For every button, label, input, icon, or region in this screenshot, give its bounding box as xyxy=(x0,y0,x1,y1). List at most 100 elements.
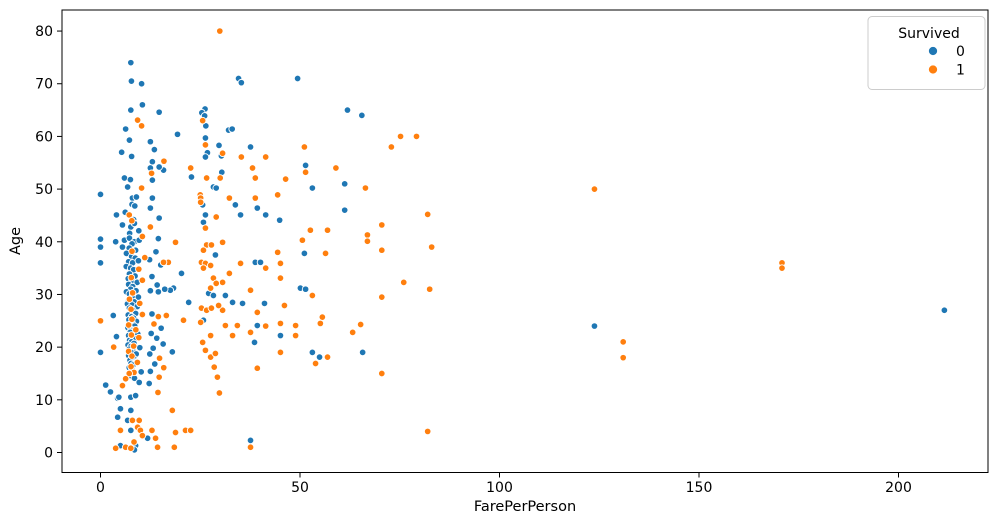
data-point-survived-0 xyxy=(118,243,127,251)
data-point-survived-1 xyxy=(228,331,237,340)
data-point-survived-1 xyxy=(137,184,146,192)
data-point-survived-1 xyxy=(198,338,207,347)
data-point-survived-0 xyxy=(256,258,265,267)
data-point-survived-1 xyxy=(207,304,216,312)
data-point-survived-0 xyxy=(127,106,135,114)
data-point-survived-0 xyxy=(159,340,167,348)
data-point-survived-0 xyxy=(276,331,285,340)
data-point-survived-1 xyxy=(396,132,405,141)
data-point-survived-1 xyxy=(276,274,285,282)
data-point-survived-0 xyxy=(148,272,156,281)
data-point-survived-1 xyxy=(127,362,135,371)
data-point-survived-1 xyxy=(348,328,357,337)
data-point-survived-1 xyxy=(251,174,260,182)
data-point-survived-0 xyxy=(253,204,262,212)
data-point-survived-0 xyxy=(113,413,122,421)
data-point-survived-0 xyxy=(153,334,161,342)
data-point-survived-0 xyxy=(228,298,237,307)
y-tick-label: 20 xyxy=(35,340,53,356)
data-point-survived-0 xyxy=(300,249,309,258)
data-point-survived-0 xyxy=(340,206,349,214)
data-point-survived-1 xyxy=(135,265,143,273)
data-point-survived-1 xyxy=(138,276,147,284)
data-point-survived-1 xyxy=(412,132,421,141)
data-point-survived-1 xyxy=(423,427,432,436)
y-axis-label: Age xyxy=(8,227,24,255)
data-point-survived-1 xyxy=(306,226,315,234)
data-point-survived-0 xyxy=(308,348,317,357)
data-point-survived-0 xyxy=(146,350,154,358)
data-point-survived-1 xyxy=(210,363,218,371)
data-point-survived-1 xyxy=(128,416,137,425)
data-point-survived-1 xyxy=(246,328,255,337)
data-point-survived-1 xyxy=(212,213,220,221)
data-point-survived-0 xyxy=(134,256,143,265)
data-point-survived-0 xyxy=(154,234,163,243)
data-point-survived-0 xyxy=(112,332,121,341)
data-point-survived-1 xyxy=(201,224,210,232)
data-point-survived-0 xyxy=(153,281,161,289)
data-point-survived-1 xyxy=(778,264,786,272)
data-point-survived-0 xyxy=(127,426,135,435)
data-point-survived-0 xyxy=(147,329,155,338)
data-point-survived-1 xyxy=(356,320,365,329)
data-point-survived-1 xyxy=(308,291,317,300)
data-point-survived-0 xyxy=(137,368,145,376)
data-point-survived-0 xyxy=(148,310,156,318)
data-point-survived-1 xyxy=(378,293,386,301)
data-point-survived-1 xyxy=(125,295,134,303)
axis-ticks: 0 50 100 150 200 0 10 20 30 40 50 60 70 80 xyxy=(35,24,912,496)
x-axis-label: FarePerPerson xyxy=(474,499,576,515)
data-point-survived-0 xyxy=(340,180,349,188)
data-point-survived-1 xyxy=(186,164,195,172)
data-point-survived-1 xyxy=(179,316,188,325)
data-point-survived-0 xyxy=(132,193,141,201)
data-point-survived-1 xyxy=(148,426,156,435)
data-point-survived-1 xyxy=(218,238,227,247)
data-point-survived-1 xyxy=(153,443,162,451)
data-point-survived-1 xyxy=(273,248,282,257)
data-point-survived-0 xyxy=(96,235,105,243)
data-point-survived-1 xyxy=(206,284,215,292)
data-point-survived-0 xyxy=(155,214,163,222)
data-point-survived-1 xyxy=(162,311,171,320)
data-point-survived-1 xyxy=(199,246,208,254)
data-point-survived-1 xyxy=(218,278,227,287)
data-point-survived-0 xyxy=(236,211,245,219)
data-point-survived-0 xyxy=(154,288,163,296)
data-point-survived-0 xyxy=(96,243,105,251)
legend-marker-0 xyxy=(927,45,939,57)
data-point-survived-0 xyxy=(126,175,135,184)
data-point-survived-1 xyxy=(186,426,195,435)
data-point-survived-1 xyxy=(159,258,168,267)
data-point-survived-1 xyxy=(212,279,220,288)
x-tick-label: 200 xyxy=(885,480,912,496)
data-point-survived-0 xyxy=(127,58,135,67)
data-point-survived-1 xyxy=(300,143,309,151)
data-point-survived-1 xyxy=(236,259,245,268)
data-point-survived-1 xyxy=(199,264,208,272)
data-point-survived-0 xyxy=(315,353,324,361)
data-point-survived-0 xyxy=(155,163,163,171)
data-point-survived-1 xyxy=(261,264,270,272)
data-point-survived-1 xyxy=(378,221,386,229)
data-point-survived-1 xyxy=(363,231,372,239)
data-point-survived-0 xyxy=(148,176,157,184)
data-point-survived-1 xyxy=(154,388,162,397)
data-point-survived-1 xyxy=(619,353,627,362)
data-point-survived-0 xyxy=(212,184,220,192)
data-point-survived-1 xyxy=(121,374,130,383)
data-point-survived-1 xyxy=(136,299,144,308)
data-point-survived-0 xyxy=(168,348,177,356)
data-point-survived-0 xyxy=(148,157,157,166)
data-point-survived-0 xyxy=(238,299,247,308)
data-point-survived-0 xyxy=(137,79,146,88)
data-point-survived-1 xyxy=(619,338,627,346)
data-point-survived-1 xyxy=(276,319,285,328)
data-point-survived-1 xyxy=(132,326,140,334)
data-point-survived-1 xyxy=(150,320,158,328)
data-point-survived-1 xyxy=(253,364,262,372)
data-point-survived-1 xyxy=(137,122,146,130)
data-point-survived-0 xyxy=(101,381,110,389)
data-point-survived-1 xyxy=(281,175,290,183)
